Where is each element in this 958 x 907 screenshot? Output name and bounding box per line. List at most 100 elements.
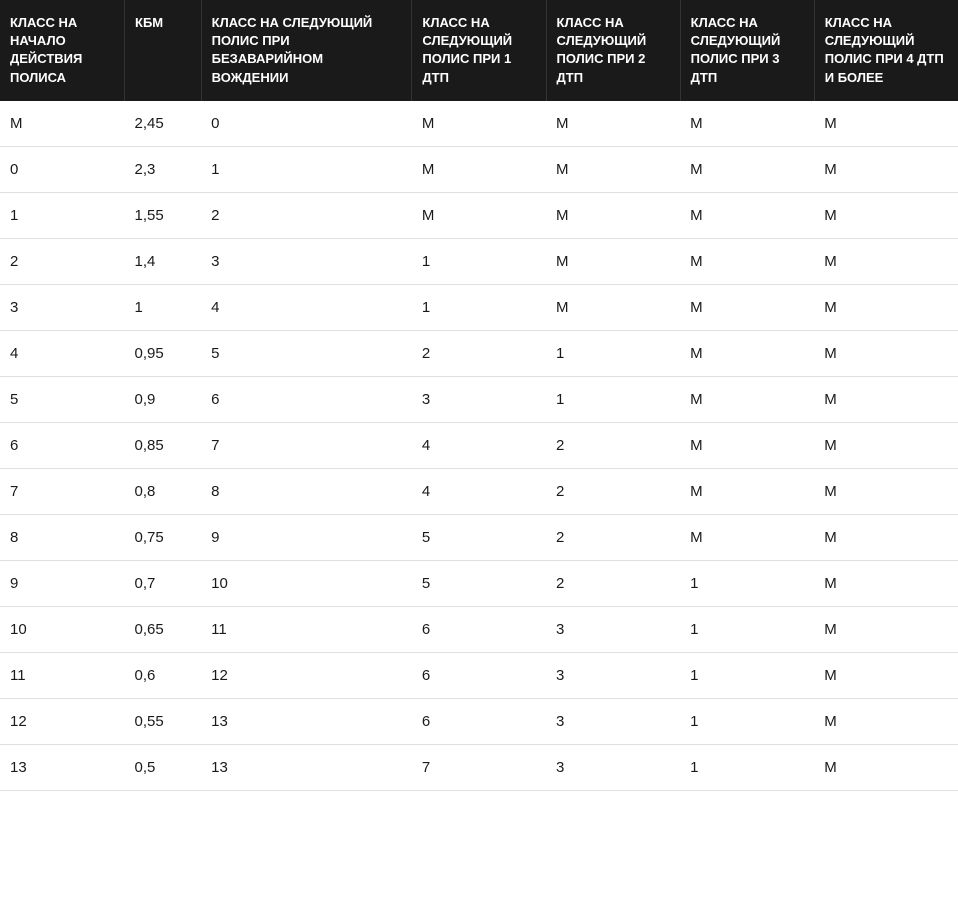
table-cell: М [814,238,958,284]
table-cell: 0,9 [125,376,202,422]
table-cell: М [680,192,814,238]
table-cell: 6 [412,698,546,744]
table-cell: 1 [412,284,546,330]
table-cell: М [814,101,958,147]
kbm-table: КЛАСС НА НАЧАЛО ДЕЙСТВИЯ ПОЛИСА КБМ КЛАС… [0,0,958,791]
table-cell: 8 [201,468,412,514]
table-body: М2,450ММММ02,31ММММ11,552ММММ21,431МММ31… [0,101,958,791]
table-cell: М [546,238,680,284]
header-cell: КЛАСС НА СЛЕДУЮЩИЙ ПОЛИС ПРИ 2 ДТП [546,0,680,101]
table-cell: 1 [680,744,814,790]
table-cell: М [814,560,958,606]
table-cell: М [0,101,125,147]
table-cell: 1 [680,698,814,744]
table-cell: 2 [201,192,412,238]
table-row: 60,85742ММ [0,422,958,468]
table-cell: М [814,192,958,238]
table-cell: М [814,376,958,422]
header-cell: КБМ [125,0,202,101]
table-cell: 2 [546,560,680,606]
table-cell: М [680,330,814,376]
table-cell: 12 [201,652,412,698]
table-cell: 1 [546,330,680,376]
table-cell: 4 [412,468,546,514]
table-cell: 0,65 [125,606,202,652]
table-cell: 2 [546,422,680,468]
table-row: 02,31ММММ [0,146,958,192]
table-row: 3141МММ [0,284,958,330]
header-cell: КЛАСС НА СЛЕДУЮЩИЙ ПОЛИС ПРИ 3 ДТП [680,0,814,101]
table-cell: 2 [546,468,680,514]
table-cell: 6 [412,652,546,698]
table-cell: 0 [201,101,412,147]
table-cell: М [814,698,958,744]
table-cell: 4 [201,284,412,330]
table-cell: 2 [0,238,125,284]
table-cell: 13 [201,698,412,744]
table-cell: 1 [412,238,546,284]
table-row: 90,710521М [0,560,958,606]
table-cell: 3 [0,284,125,330]
table-row: 70,8842ММ [0,468,958,514]
table-cell: 0,55 [125,698,202,744]
table-cell: М [680,284,814,330]
table-cell: М [680,422,814,468]
table-cell: М [814,284,958,330]
table-cell: 5 [412,514,546,560]
header-cell: КЛАСС НА СЛЕДУЮЩИЙ ПОЛИС ПРИ 4 ДТП И БОЛ… [814,0,958,101]
table-cell: 3 [546,652,680,698]
table-cell: 6 [0,422,125,468]
header-cell: КЛАСС НА СЛЕДУЮЩИЙ ПОЛИС ПРИ БЕЗАВАРИЙНО… [201,0,412,101]
table-cell: 13 [0,744,125,790]
table-cell: М [680,468,814,514]
table-cell: 1 [546,376,680,422]
table-cell: 11 [201,606,412,652]
table-cell: 4 [412,422,546,468]
table-cell: 0,7 [125,560,202,606]
table-cell: М [814,652,958,698]
table-cell: 9 [201,514,412,560]
table-row: 11,552ММММ [0,192,958,238]
table-cell: 1 [125,284,202,330]
table-cell: М [814,468,958,514]
table-header: КЛАСС НА НАЧАЛО ДЕЙСТВИЯ ПОЛИСА КБМ КЛАС… [0,0,958,101]
table-cell: 6 [412,606,546,652]
table-row: 120,5513631М [0,698,958,744]
table-cell: 0,5 [125,744,202,790]
table-cell: М [680,376,814,422]
table-cell: 1 [0,192,125,238]
table-cell: 10 [201,560,412,606]
table-cell: 7 [0,468,125,514]
table-cell: 3 [546,744,680,790]
table-cell: М [680,514,814,560]
table-cell: 2,45 [125,101,202,147]
table-cell: 11 [0,652,125,698]
table-cell: М [814,744,958,790]
table-cell: М [814,422,958,468]
table-cell: М [814,146,958,192]
table-cell: 2 [546,514,680,560]
table-cell: 5 [412,560,546,606]
table-cell: 2 [412,330,546,376]
table-cell: 13 [201,744,412,790]
table-cell: 1,55 [125,192,202,238]
table-cell: 5 [201,330,412,376]
table-row: 40,95521ММ [0,330,958,376]
table-cell: 7 [412,744,546,790]
table-cell: М [546,192,680,238]
table-row: М2,450ММММ [0,101,958,147]
table-cell: 0 [0,146,125,192]
table-cell: 0,95 [125,330,202,376]
table-cell: М [680,146,814,192]
table-cell: 1 [680,560,814,606]
table-cell: 9 [0,560,125,606]
table-cell: М [814,330,958,376]
table-cell: 3 [201,238,412,284]
table-cell: М [546,146,680,192]
table-row: 100,6511631М [0,606,958,652]
table-cell: 6 [201,376,412,422]
table-row: 80,75952ММ [0,514,958,560]
header-cell: КЛАСС НА СЛЕДУЮЩИЙ ПОЛИС ПРИ 1 ДТП [412,0,546,101]
table-cell: 3 [412,376,546,422]
table-cell: 0,6 [125,652,202,698]
